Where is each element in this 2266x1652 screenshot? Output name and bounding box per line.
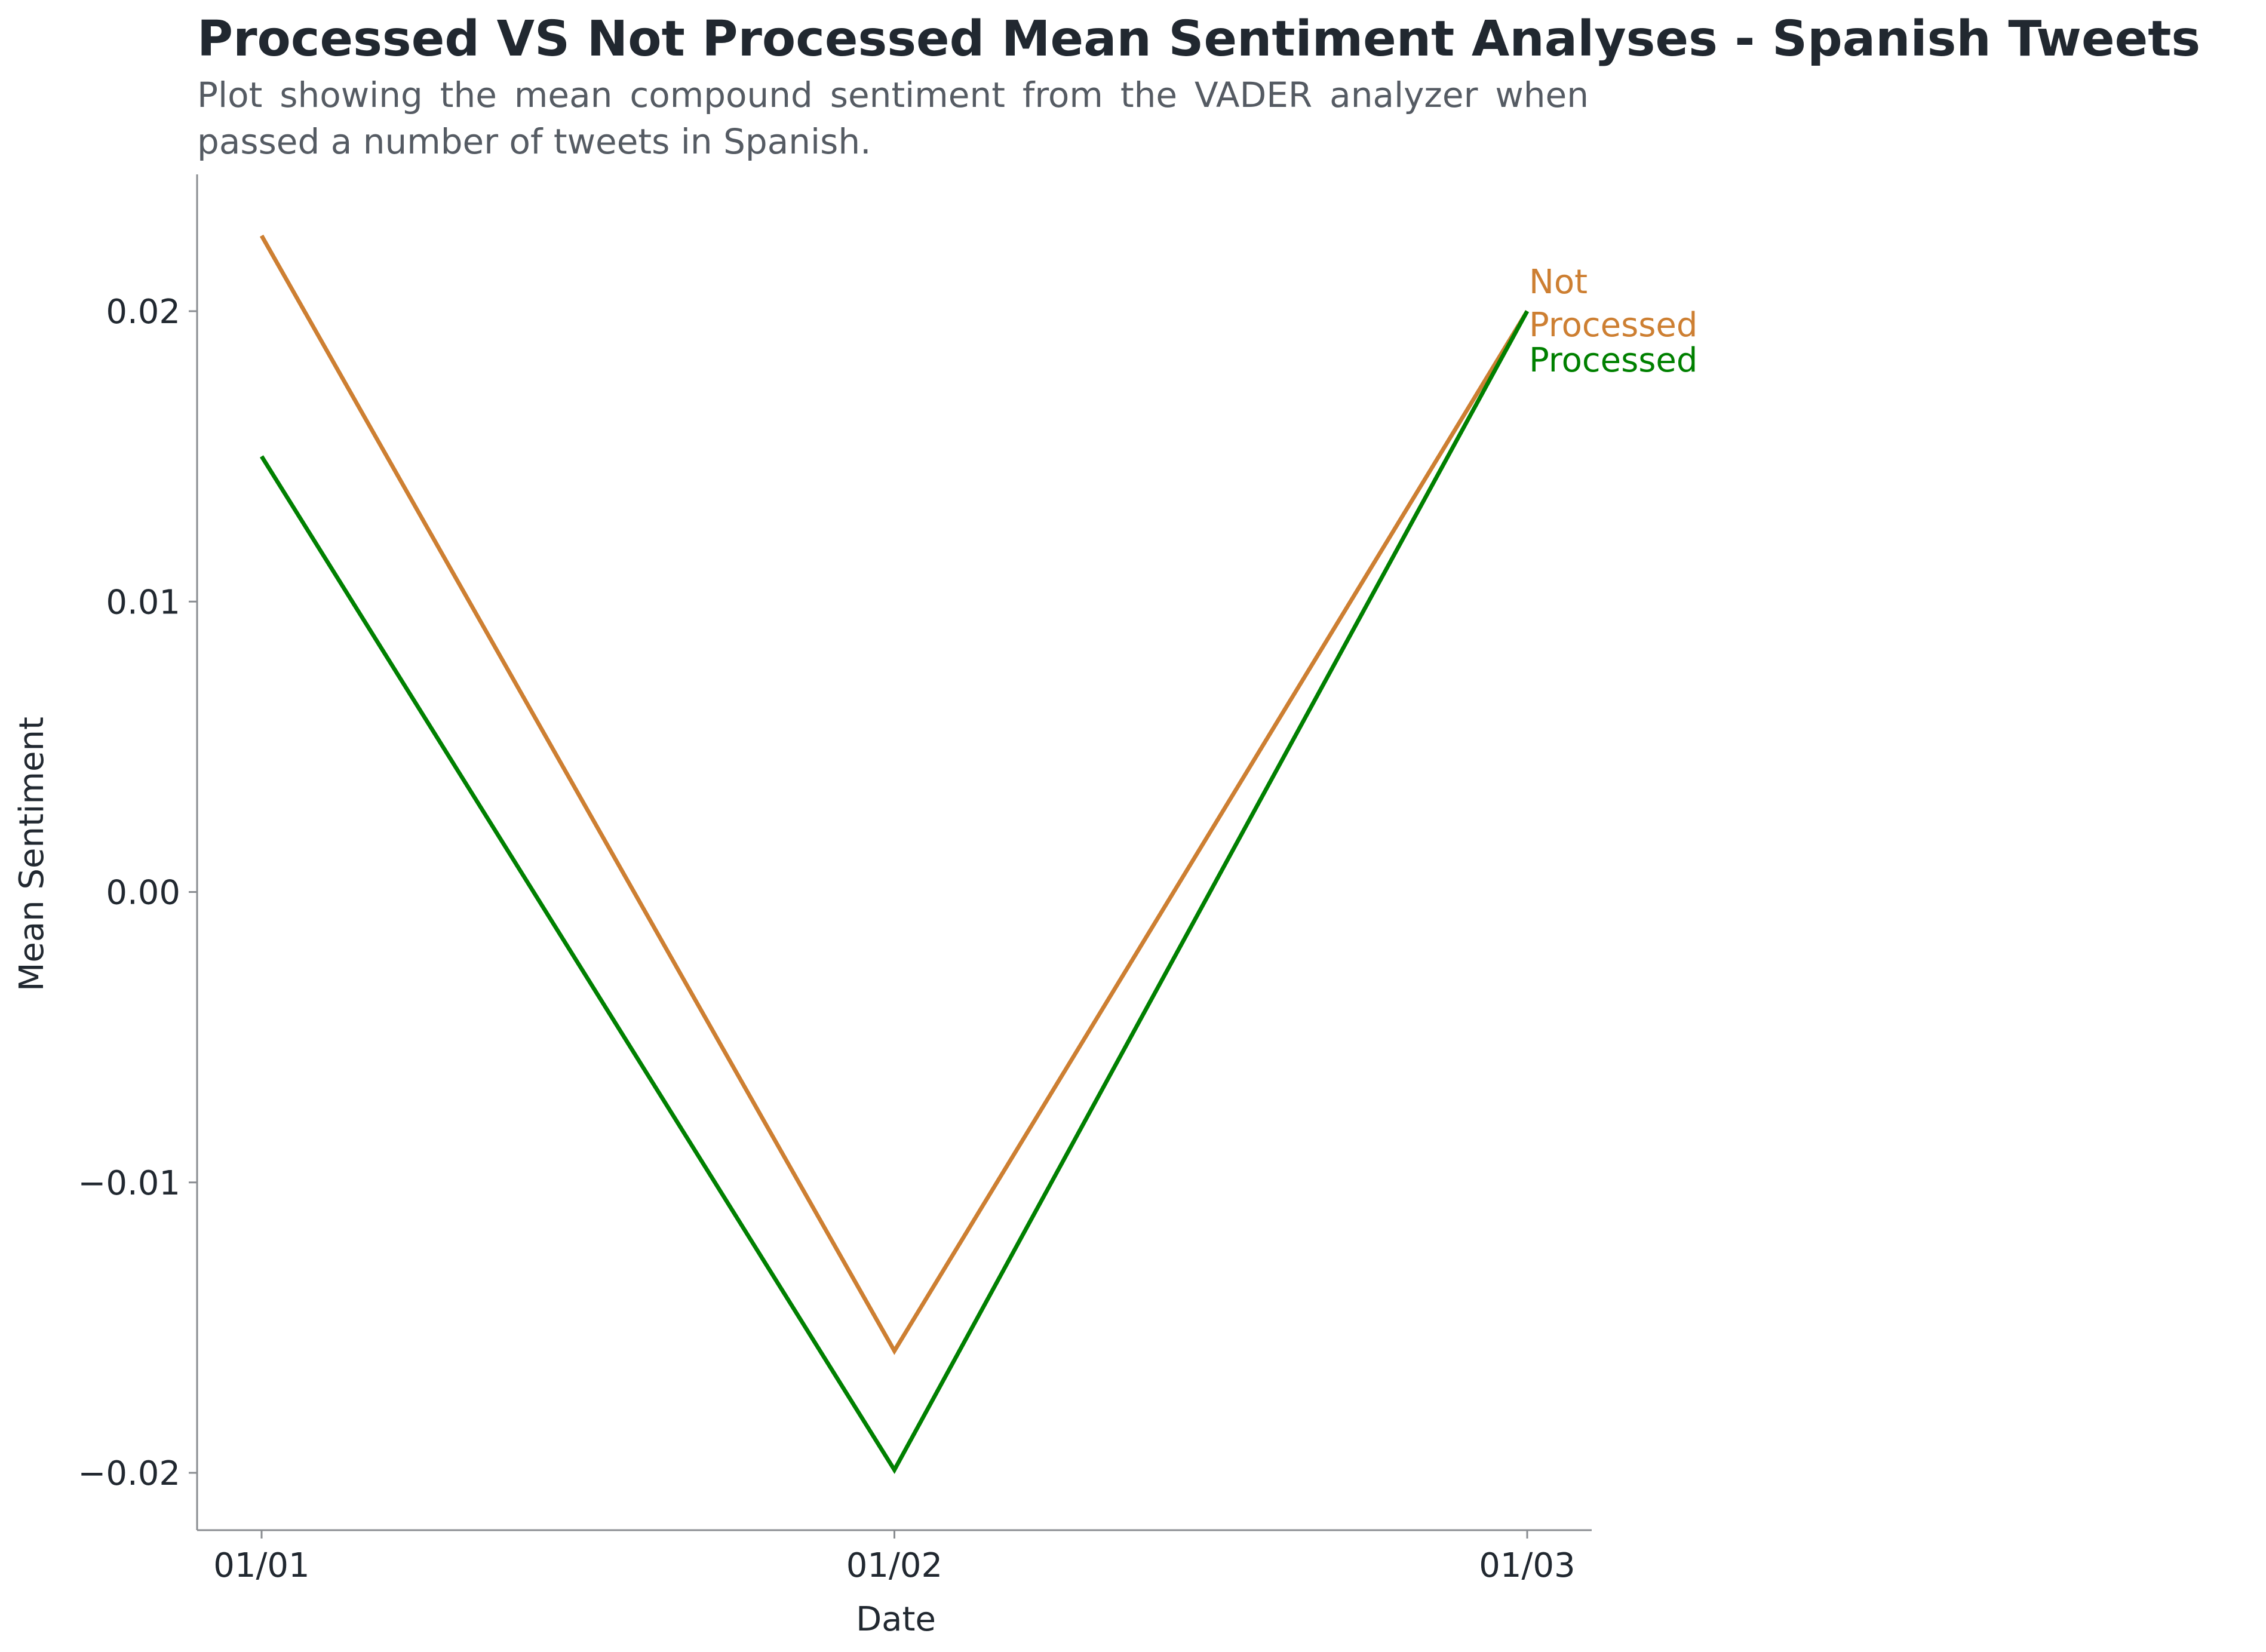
y-tick-label: 0.01	[106, 583, 180, 622]
series-label-not-processed: Not	[1529, 263, 1588, 302]
series-line-not-processed	[259, 234, 1529, 1355]
series-layer	[259, 234, 1530, 1475]
y-tick-label: −0.02	[78, 1454, 180, 1493]
x-tick-label: 01/02	[846, 1546, 942, 1585]
series-label-not-processed: Processed	[1529, 306, 1697, 345]
chart-title: Processed VS Not Processed Mean Sentimen…	[197, 11, 2201, 67]
y-tick-label: 0.02	[106, 293, 180, 331]
x-tick-label: 01/03	[1479, 1546, 1575, 1585]
chart-subtitle: Plot showing the mean compound sentiment…	[197, 75, 1589, 162]
series-line-processed	[260, 310, 1530, 1475]
y-tick-label: −0.01	[78, 1164, 180, 1203]
chart-axes: 0.02 0.01 0.00 −0.01 −0.02 01/01 01/02 01/03	[78, 174, 1592, 1585]
y-tick-label: 0.00	[106, 874, 180, 913]
x-axis-label: Date	[856, 1600, 936, 1639]
y-axis-label: Mean Sentiment	[13, 717, 51, 991]
x-tick-label: 01/01	[213, 1546, 309, 1585]
series-label-processed: Processed	[1529, 341, 1697, 380]
